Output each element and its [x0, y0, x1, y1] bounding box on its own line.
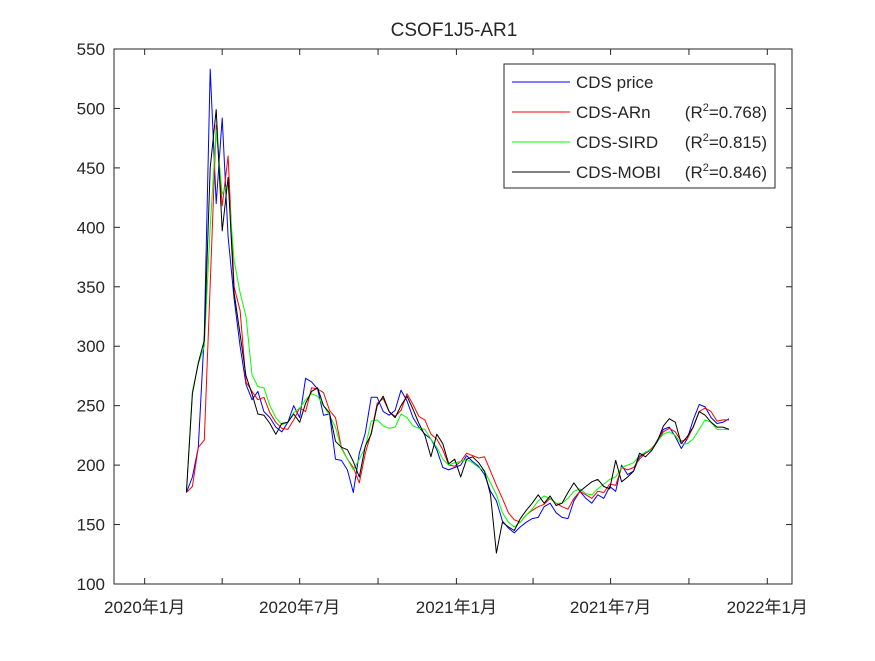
y-tick-label: 300	[77, 337, 105, 356]
x-tick-label: 2020年7月	[259, 598, 340, 617]
chart-title: CSOF1J5-AR1	[391, 20, 518, 41]
x-tick-label: 2021年7月	[570, 598, 651, 617]
x-tick-label: 2020年1月	[104, 598, 185, 617]
y-tick-label: 400	[77, 218, 105, 237]
y-tick-label: 200	[77, 456, 105, 475]
x-tick-label: 2022年1月	[727, 598, 808, 617]
y-tick-label: 100	[77, 575, 105, 594]
y-tick-label: 550	[77, 40, 105, 59]
y-tick-label: 250	[77, 397, 105, 416]
series-group	[185, 68, 730, 554]
legend-label: CDS price	[576, 73, 653, 92]
series-line-cds-arn	[186, 124, 729, 523]
legend-r2: (R2=0.846)	[685, 162, 767, 182]
series-line-cds-mobi	[185, 109, 730, 554]
x-axis: 2020年1月 2020年7月 2021年1月 2021年7月 2022年1月	[104, 49, 808, 617]
legend-label: CDS-ARn	[576, 103, 651, 122]
legend-box	[503, 63, 776, 189]
y-tick-label: 150	[77, 516, 105, 535]
y-tick-label: 350	[77, 278, 105, 297]
y-tick-label: 450	[77, 159, 105, 178]
legend-label: CDS-SIRD	[576, 133, 658, 152]
series-line-cds-price	[185, 68, 730, 534]
legend-r2: (R2=0.768)	[685, 102, 767, 122]
y-axis: 100 150 200 250 300 350 400 450 500 550	[77, 40, 792, 594]
legend: CDS price CDS-ARn (R2=0.768) CDS-SIRD (R2=0.…	[503, 63, 776, 189]
legend-label: CDS-MOBI	[576, 163, 661, 182]
legend-r2: (R2=0.815)	[685, 132, 767, 152]
y-tick-label: 500	[77, 99, 105, 118]
x-tick-label: 2021年1月	[416, 598, 497, 617]
